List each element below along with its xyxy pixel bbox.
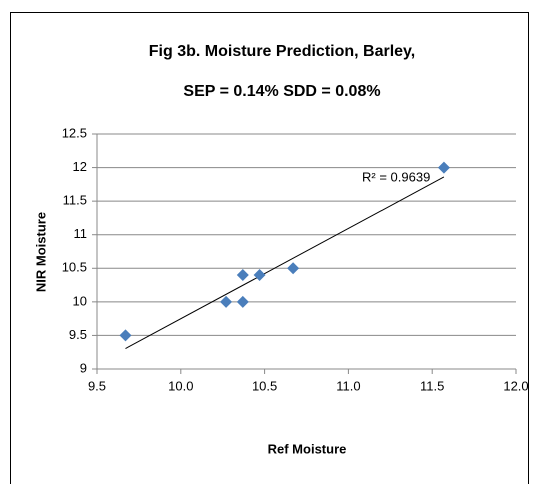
- r2-annotation: R² = 0.9639: [362, 169, 430, 184]
- trendline: [125, 176, 445, 349]
- point: [253, 269, 266, 281]
- point: [236, 269, 249, 281]
- y-axis-title: NIR Moisture: [33, 212, 48, 292]
- x-axis-title: Ref Moisture: [268, 441, 347, 456]
- frame: [10, 12, 529, 484]
- point: [287, 262, 300, 275]
- x-tick-label: 10.0: [168, 378, 193, 393]
- x-tick-label: 10.5: [252, 378, 277, 393]
- x-tick-label: 11.0: [336, 378, 360, 393]
- y-tick-label: 9.5: [69, 327, 87, 342]
- chart-subtitle: SEP = 0.14% SDD = 0.08%: [183, 83, 380, 100]
- x-tick-label: 11.5: [420, 378, 444, 393]
- y-tick-label: 11.5: [63, 193, 87, 208]
- point: [220, 295, 233, 308]
- point: [119, 329, 132, 342]
- y-tick-label: 11: [74, 226, 88, 241]
- y-tick-label: 10.5: [62, 260, 87, 275]
- y-tick-label: 9: [80, 360, 87, 375]
- y-tick-label: 10: [73, 293, 87, 308]
- y-tick-label: 12: [73, 159, 87, 174]
- x-tick-label: 12.0: [503, 378, 528, 393]
- x-tick-label: 9.5: [88, 378, 106, 393]
- chart-title: Fig 3b. Moisture Prediction, Barley,: [149, 43, 415, 60]
- point: [236, 295, 249, 308]
- point: [437, 161, 450, 174]
- y-tick-label: 12.5: [62, 125, 87, 140]
